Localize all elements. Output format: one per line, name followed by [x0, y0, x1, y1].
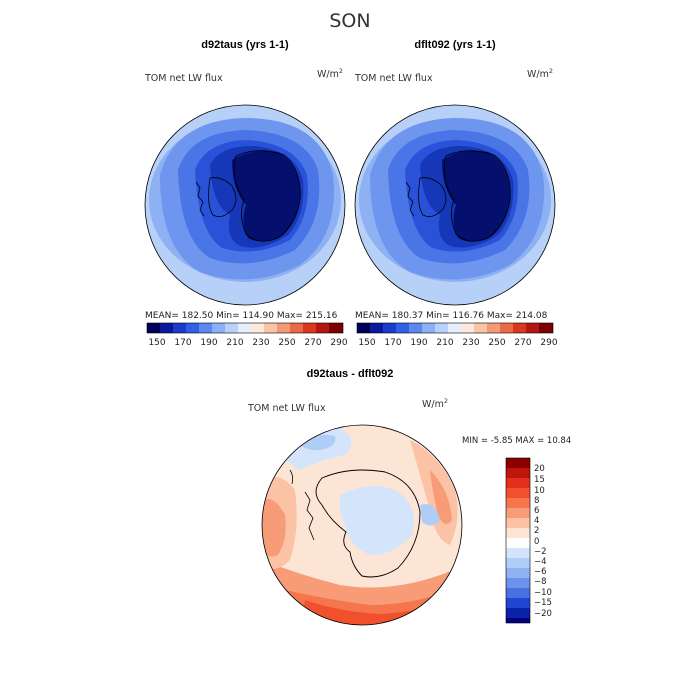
cbar-tick: −8 — [534, 577, 547, 587]
cbar-tick: −10 — [534, 588, 552, 598]
cbar-tick: 210 — [436, 338, 453, 348]
cbar-tick: −2 — [534, 547, 547, 557]
cbar-tick: 270 — [514, 338, 531, 348]
panel-left-colorbar-labels: 150 170 190 210 230 250 270 290 — [148, 338, 347, 348]
cbar-tick: 230 — [252, 338, 269, 348]
cbar-tick: −6 — [534, 567, 547, 577]
panel-right-stats: MEAN= 180.37 Min= 116.76 Max= 214.08 — [355, 311, 548, 321]
cbar-tick: 250 — [278, 338, 295, 348]
panel-diff-colorbar — [505, 457, 531, 624]
panel-diff-title: d92taus - dflt092 — [307, 368, 394, 380]
cbar-tick: −4 — [534, 557, 547, 567]
cbar-tick: −15 — [534, 598, 552, 608]
panel-right-colorbar-labels: 150 170 190 210 230 250 270 290 — [358, 338, 557, 348]
panel-right-variable: TOM net LW flux — [354, 73, 433, 84]
panel-left-stats: MEAN= 182.50 Min= 114.90 Max= 215.16 — [145, 311, 338, 321]
cbar-tick: 290 — [330, 338, 347, 348]
panel-left: d92taus (yrs 1-1) TOM net LW flux W/m2 M… — [144, 39, 348, 348]
panel-left-map — [145, 105, 345, 305]
panel-left-title: d92taus (yrs 1-1) — [201, 39, 289, 51]
cbar-tick: 290 — [540, 338, 557, 348]
panel-diff-stats: MIN = -5.85 MAX = 10.84 — [462, 436, 571, 446]
panel-right-title: dflt092 (yrs 1-1) — [414, 39, 496, 51]
cbar-tick: 20 — [534, 464, 545, 474]
panel-right-map — [355, 105, 555, 305]
cbar-tick: 2 — [534, 526, 539, 536]
cbar-tick: 230 — [462, 338, 479, 348]
cbar-tick: 150 — [358, 338, 375, 348]
cbar-tick: 170 — [174, 338, 191, 348]
cbar-tick: 4 — [534, 516, 539, 526]
cbar-tick: 190 — [200, 338, 217, 348]
cbar-tick: 170 — [384, 338, 401, 348]
cbar-tick: 270 — [304, 338, 321, 348]
panel-right: dflt092 (yrs 1-1) TOM net LW flux W/m2 M… — [354, 39, 558, 348]
panel-left-units: W/m2 — [317, 67, 343, 80]
panel-diff-variable: TOM net LW flux — [247, 403, 326, 414]
panel-diff-colorbar-labels: 20 15 10 8 6 4 2 0 −2 −4 −6 −8 −10 −15 −… — [534, 464, 552, 619]
panel-diff-map — [262, 425, 462, 625]
cbar-tick: 0 — [534, 537, 539, 547]
panel-right-colorbar — [356, 322, 554, 334]
panel-right-units: W/m2 — [527, 67, 553, 80]
panel-left-variable: TOM net LW flux — [144, 73, 223, 84]
cbar-tick: 15 — [534, 475, 545, 485]
cbar-tick: 190 — [410, 338, 427, 348]
cbar-tick: 10 — [534, 486, 545, 496]
cbar-tick: 250 — [488, 338, 505, 348]
cbar-tick: 8 — [534, 496, 539, 506]
cbar-tick: −20 — [534, 609, 552, 619]
cbar-tick: 210 — [226, 338, 243, 348]
panel-diff: d92taus - dflt092 TOM net LW flux W/m2 M… — [247, 368, 571, 626]
cbar-tick: 150 — [148, 338, 165, 348]
panel-left-colorbar — [146, 322, 344, 334]
cbar-tick: 6 — [534, 506, 539, 516]
season-title: SON — [329, 10, 370, 32]
panel-diff-units: W/m2 — [422, 397, 448, 410]
